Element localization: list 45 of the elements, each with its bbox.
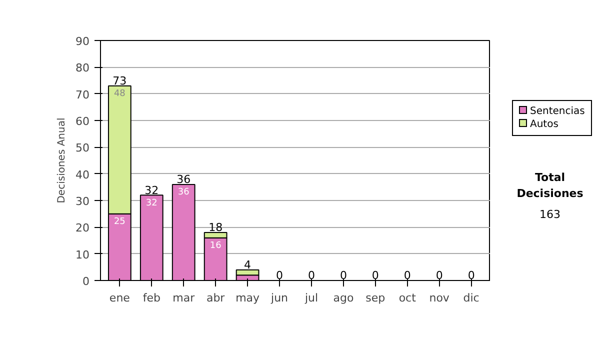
x-tick-label: may [236,292,260,304]
y-tick-label: 30 [76,195,90,208]
x-tick-label: oct [398,292,417,304]
data-label: 25 [114,217,126,228]
total-label: 4 [244,258,252,272]
total-label: 0 [340,269,347,282]
y-tick-label: 60 [76,115,90,128]
y-axis-title: Decisiones Anual [56,118,68,204]
x-tick-label: nov [429,292,450,304]
data-label: 48 [114,89,126,100]
x-tick-label: dic [463,292,480,304]
total-label: 32 [144,184,159,197]
x-tick-label: ago [333,292,354,304]
bar [236,269,260,276]
text: 163 [538,207,562,224]
x-tick-label: ene [109,292,130,304]
total-label: 0 [436,269,443,282]
data-label: 36 [178,188,190,198]
text: Total Decisiones [516,170,584,202]
x-tick-label: jul [304,292,318,304]
y-tick-label: 70 [76,88,90,102]
legend-label: Sentencias [529,105,585,118]
total-label: 0 [404,269,411,282]
total-label: 73 [112,74,127,88]
total-label: 0 [276,269,284,282]
x-tick-label: abr [206,292,226,304]
x-tick-label: feb [142,292,160,304]
y-tick-label: 40 [76,168,90,182]
x-tick-label: jun [270,292,288,304]
total-label: 0 [372,269,379,282]
total-label: 0 [468,269,475,282]
data-label: 32 [146,198,158,208]
total-label: 0 [308,269,315,282]
y-tick-label: 10 [76,248,90,262]
x-tick-label: sep [366,292,386,304]
total-label: 18 [208,221,223,234]
x-tick-label: mar [172,292,196,304]
y-tick-label: 90 [76,35,90,48]
y-tick-label: 80 [76,62,90,75]
y-tick-label: 0 [82,275,90,288]
y-tick-label: 20 [76,222,90,235]
legend-label: Autos [529,118,560,131]
data-label: 16 [210,241,222,252]
total-label: 36 [176,173,191,186]
y-tick-label: 50 [76,142,90,155]
